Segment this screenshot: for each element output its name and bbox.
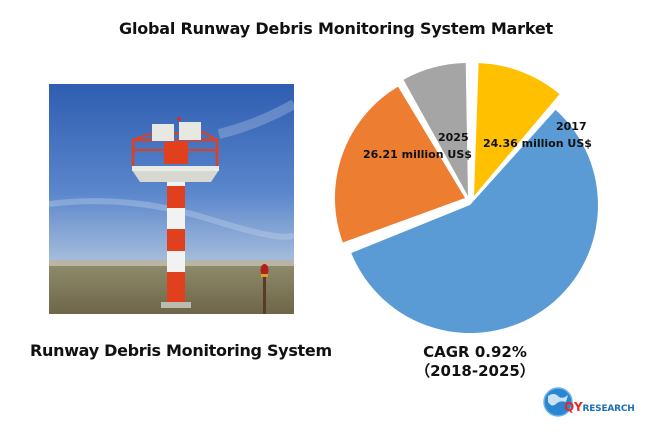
label-value-2017: 24.36 million US$ bbox=[483, 137, 592, 150]
qyresearch-logo: QYRESEARCH bbox=[540, 386, 635, 422]
label-year-2017: 2017 bbox=[556, 120, 587, 133]
pie-chart bbox=[334, 63, 598, 334]
label-value-2025: 26.21 million US$ bbox=[363, 148, 472, 161]
cagr-period: （2018-2025） bbox=[415, 362, 535, 380]
pie-slice-orange bbox=[334, 86, 465, 243]
pie-slice-yellow bbox=[474, 63, 560, 196]
product-photo bbox=[49, 84, 294, 314]
chart-title: Global Runway Debris Monitoring System M… bbox=[119, 19, 553, 38]
cagr-value: CAGR 0.92% bbox=[423, 343, 527, 361]
logo-research: RESEARCH bbox=[582, 404, 635, 414]
logo-qy: QY bbox=[564, 400, 583, 414]
pie-slice-gray bbox=[403, 63, 468, 196]
photo-caption: Runway Debris Monitoring System bbox=[30, 341, 332, 360]
cagr-text: CAGR 0.92% （2018-2025） bbox=[395, 343, 555, 381]
globe-icon bbox=[543, 387, 573, 417]
pie-slice-blue bbox=[351, 109, 598, 334]
label-year-2025: 2025 bbox=[438, 131, 469, 144]
